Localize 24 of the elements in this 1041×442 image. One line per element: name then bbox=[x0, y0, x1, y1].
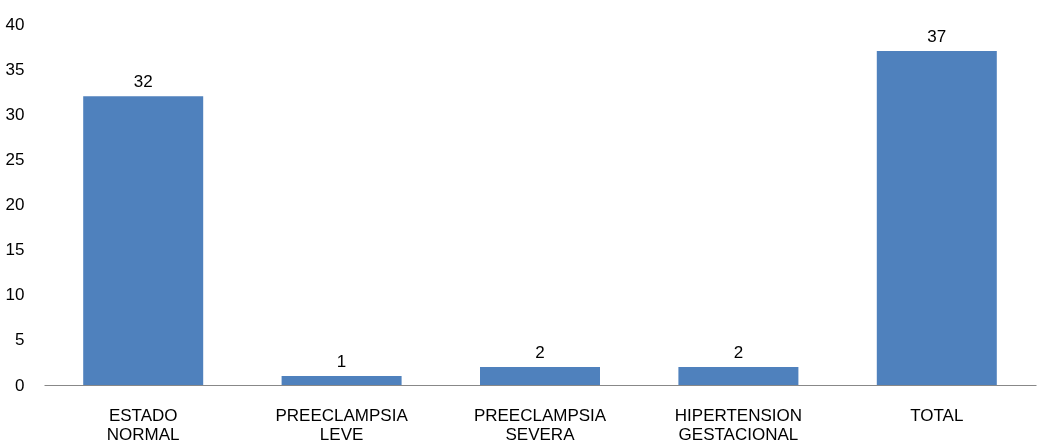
x-tick-label: PREECLAMPSIA SEVERA bbox=[473, 405, 607, 442]
y-tick-label: 35 bbox=[5, 59, 25, 79]
y-tick-label: 20 bbox=[5, 195, 25, 214]
x-tick-label: PREECLAMPSIA LEVE bbox=[275, 405, 409, 442]
data-label: 32 bbox=[133, 72, 153, 92]
bar bbox=[480, 366, 600, 385]
y-tick-label: 5 bbox=[15, 330, 25, 350]
x-tick-label: TOTAL bbox=[910, 405, 964, 425]
y-tick-label: 0 bbox=[15, 375, 25, 395]
data-label: 2 bbox=[535, 342, 545, 362]
x-tick-label: HIPERTENSION GESTACIONAL bbox=[674, 405, 803, 442]
y-tick-label: 40 bbox=[5, 14, 25, 34]
y-tick-label: 30 bbox=[5, 104, 25, 124]
bar bbox=[281, 375, 402, 385]
y-tick-label: 10 bbox=[5, 285, 25, 305]
bar bbox=[678, 366, 799, 385]
data-label: 37 bbox=[927, 27, 947, 47]
y-tick-label: 25 bbox=[5, 149, 25, 169]
data-label: 2 bbox=[733, 342, 744, 362]
bar bbox=[83, 96, 204, 385]
bar bbox=[876, 51, 997, 385]
x-tick-label: ESTADO NORMAL bbox=[106, 405, 180, 442]
data-label: 1 bbox=[336, 351, 347, 371]
y-tick-label: 15 bbox=[5, 240, 25, 260]
